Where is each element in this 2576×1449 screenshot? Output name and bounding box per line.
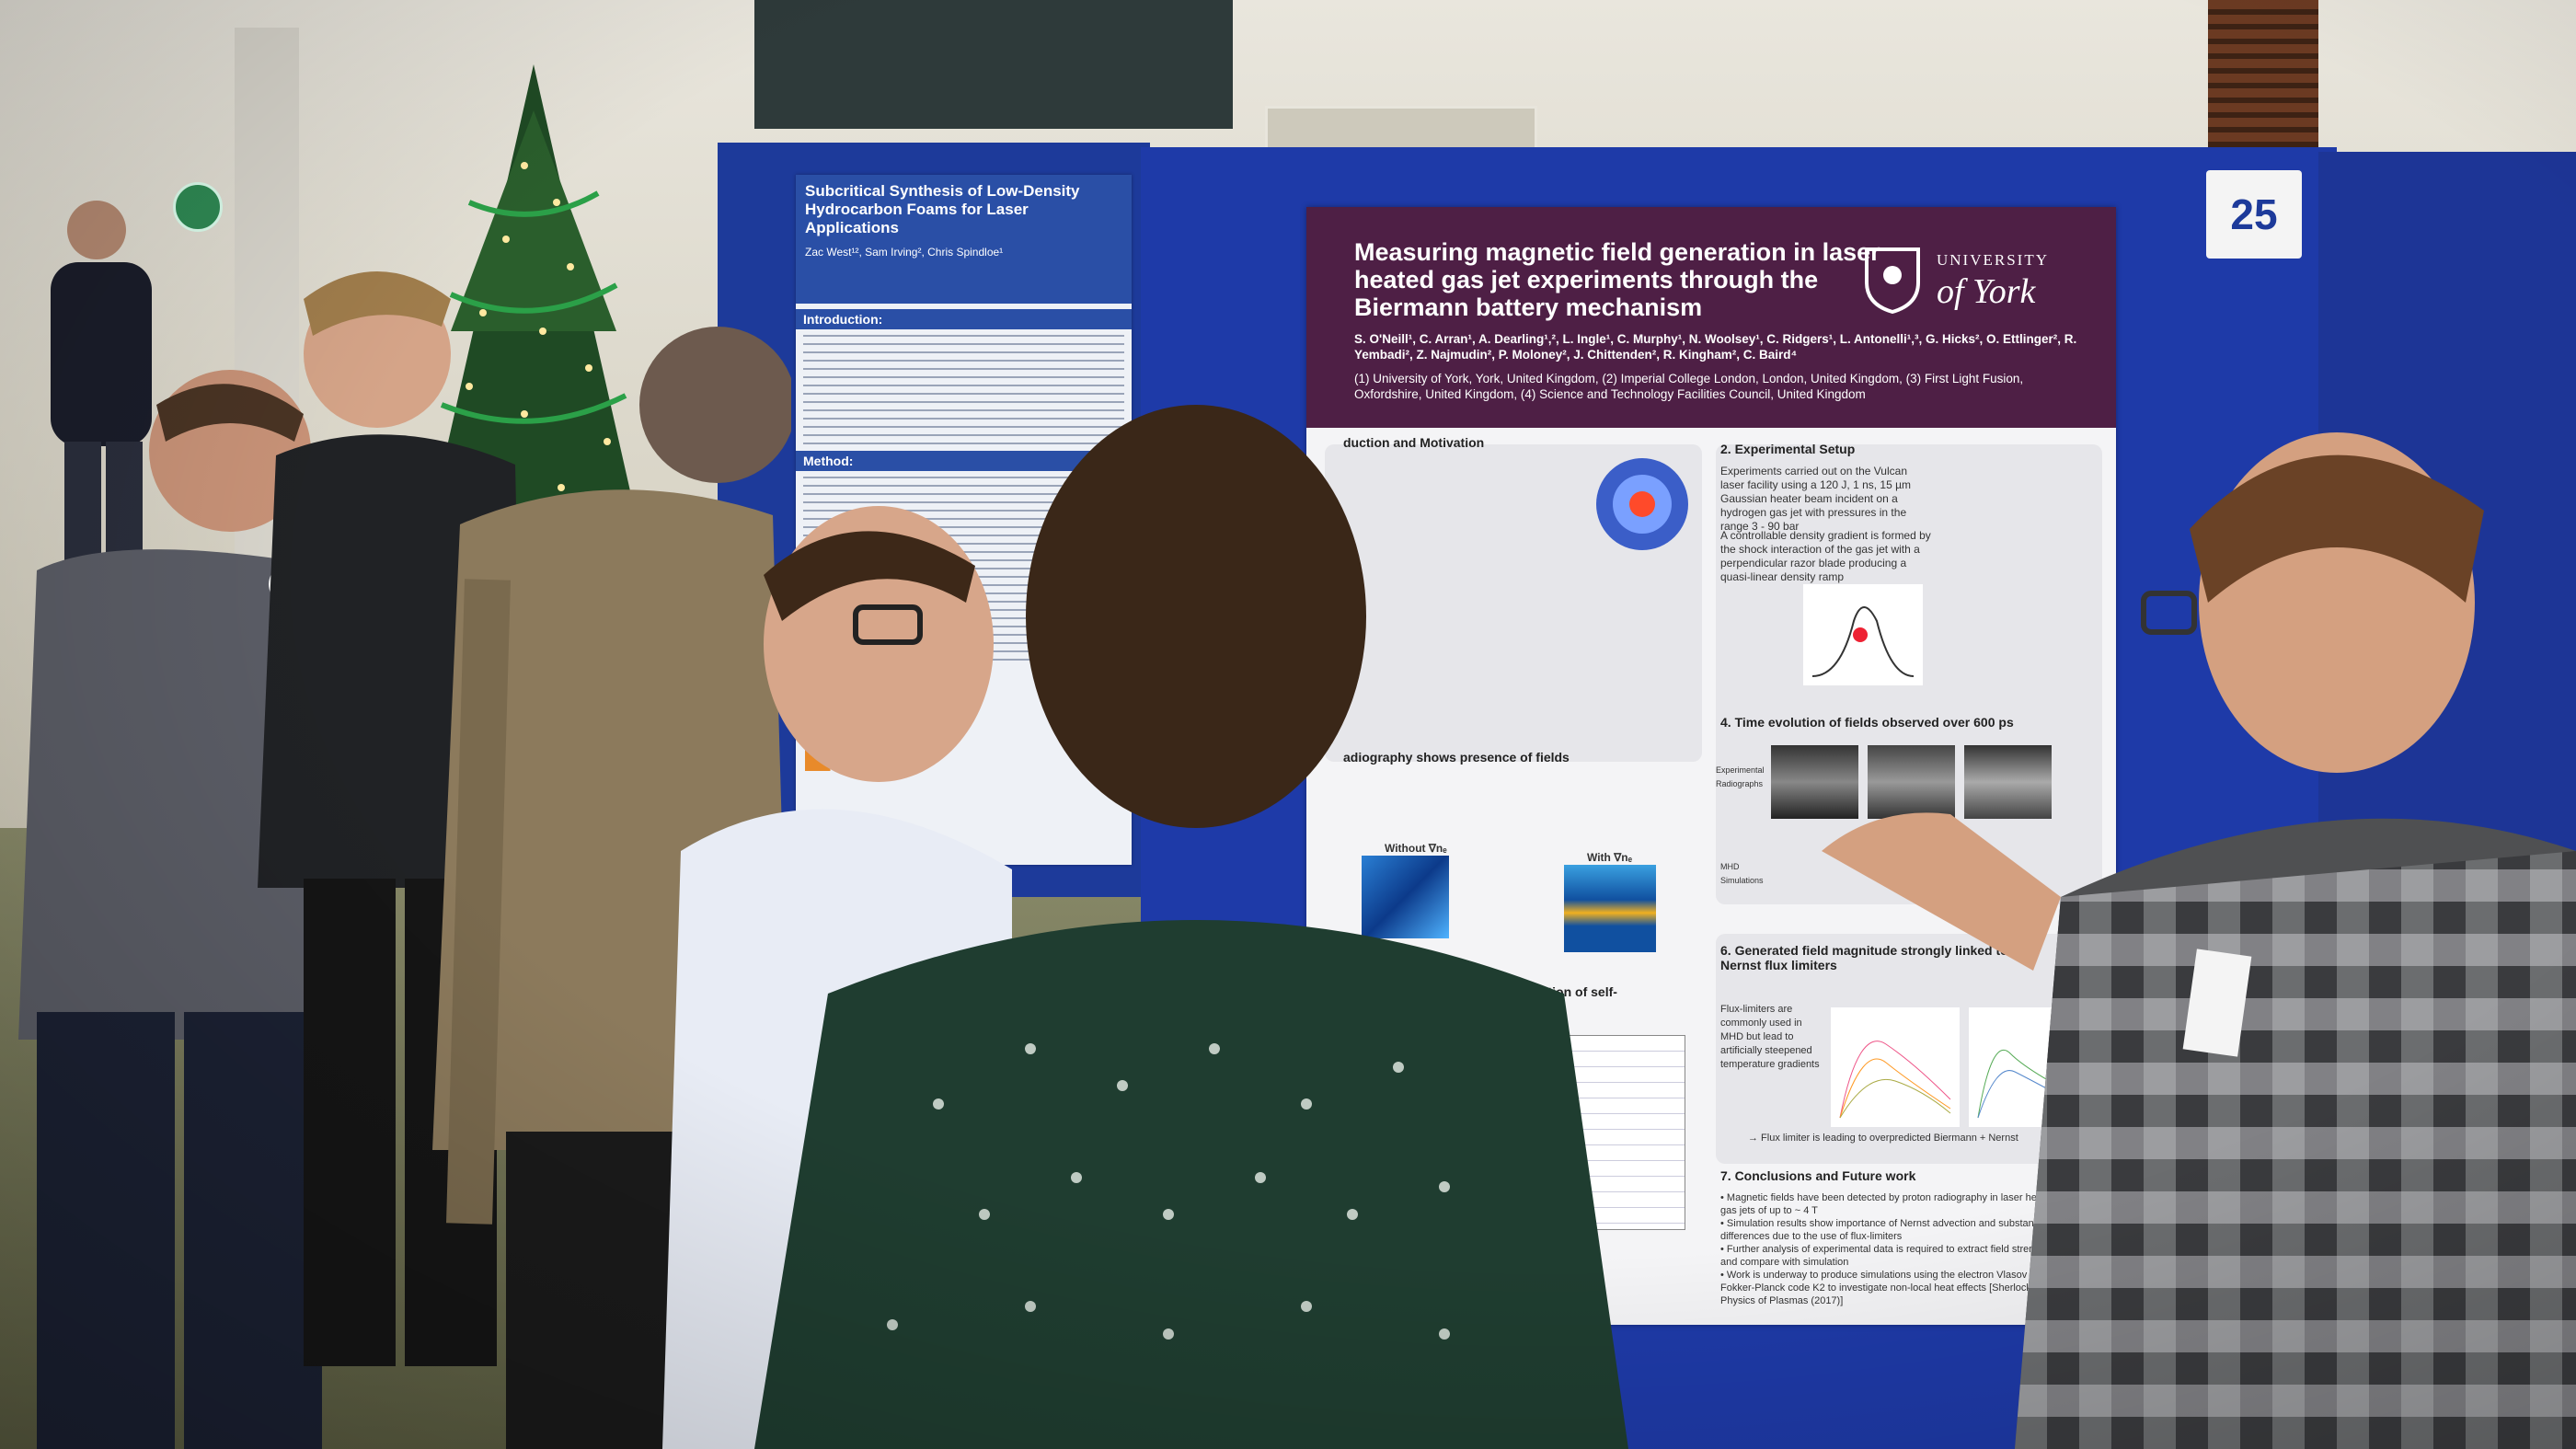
radiograph-frame-1 [1771, 745, 1858, 819]
radiograph-without-gradient [1362, 856, 1449, 938]
poster-number-tag: 25 [2206, 170, 2302, 259]
glasses-icon [2141, 591, 2197, 635]
logo-of-york: of York [1937, 272, 2036, 311]
pointing-hand [1822, 812, 2061, 971]
poster-left-authors: Zac West¹², Sam Irving², Chris Spindloe¹ [805, 246, 1004, 259]
radiograph-with-gradient [1564, 865, 1656, 952]
person-presenter-plaid-shirt [1822, 432, 2576, 1449]
logo-university: UNIVERSITY [1937, 251, 2049, 269]
section-2-title: 2. Experimental Setup [1720, 442, 1856, 456]
section-4-label-a: Experimental Radiographs [1716, 765, 1765, 788]
poster-authors: S. O'Neill¹, C. Arran¹, A. Dearling¹,², … [1354, 332, 2077, 362]
christmas-tree [423, 64, 644, 552]
university-logo: UNIVERSITY of York [1863, 246, 2065, 319]
wall-vent [2208, 0, 2318, 147]
poster-left-method-heading: Method: [796, 451, 1132, 471]
fig-label-without: Without ∇nₑ [1385, 842, 1447, 855]
poster-affiliations: (1) University of York, York, United Kin… [1354, 372, 2024, 401]
fig-label-with: With ∇nₑ [1587, 851, 1633, 864]
section-1-title: duction and Motivation [1343, 435, 1485, 450]
section-6-title: 6. Generated field magnitude strongly li… [1720, 943, 2008, 972]
section-7-text: • Magnetic fields have been detected by … [1720, 1192, 2059, 1306]
section-4-title: 4. Time evolution of fields observed ove… [1720, 715, 2014, 730]
name-badge [2182, 949, 2252, 1057]
poster-left-title: Subcritical Synthesis of Low-Density Hyd… [805, 182, 1080, 236]
poster-left-header: Subcritical Synthesis of Low-Density Hyd… [796, 175, 1132, 304]
exit-sign [173, 182, 223, 232]
section-2-text: Experiments carried out on the Vulcan la… [1720, 465, 1912, 533]
poster-title: Measuring magnetic field generation in l… [1354, 238, 1880, 321]
section-4-label-b: MHD Simulations [1720, 862, 1764, 885]
glasses-icon [853, 604, 923, 645]
radiograph-frame-2 [1868, 745, 1955, 819]
person-green-sweater-back [754, 405, 1628, 1449]
back-window [754, 0, 1233, 129]
density-profile-figure [1803, 584, 1923, 685]
section-7-title: 7. Conclusions and Future work [1720, 1168, 1916, 1183]
york-crest-icon [1865, 247, 1920, 314]
laser-target-figure [1596, 458, 1688, 550]
poster-left-intro-text [803, 335, 1124, 445]
section-3-title: adiography shows presence of fields [1343, 750, 1570, 765]
poster-left-intro-heading: Introduction: [796, 309, 1132, 329]
radiograph-frame-3 [1964, 745, 2052, 819]
section-6-text: Flux-limiters are commonly used in MHD b… [1720, 1004, 1820, 1070]
flux-limiter-plot-1 [1831, 1007, 1960, 1127]
section-2-text-2: A controllable density gradient is forme… [1720, 529, 1931, 583]
section-6-caption: → Flux limiter is leading to overpredict… [1748, 1133, 2018, 1144]
poster-header: Measuring magnetic field generation in l… [1306, 207, 2116, 428]
